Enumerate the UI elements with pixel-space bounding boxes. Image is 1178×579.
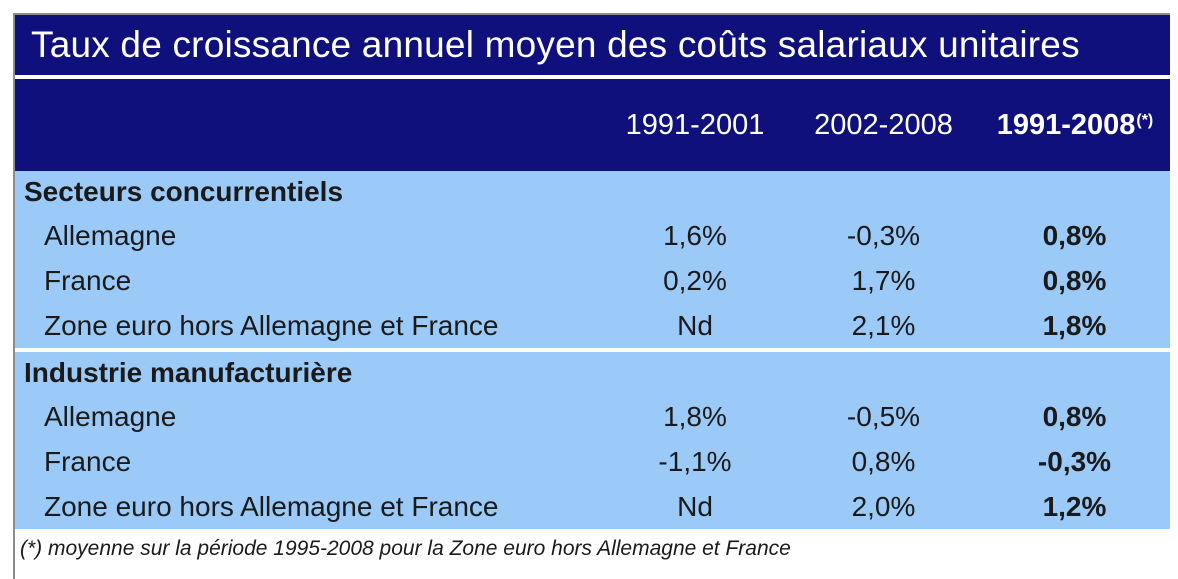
table-title-band: Taux de croissance annuel moyen des coût… xyxy=(15,15,1170,75)
column-header-1991-2008-label: 1991-2008 xyxy=(996,108,1136,141)
page-title: Taux de croissance annuel moyen des coût… xyxy=(31,24,1080,65)
section-label: Secteurs concurrentiels xyxy=(24,176,344,207)
value-2002-2008: 1,7% xyxy=(851,264,916,296)
row-label: Allemagne xyxy=(44,219,177,251)
value-1991-2008: -0,3% xyxy=(1037,445,1112,477)
column-header-1991-2001: 1991-2001 xyxy=(625,108,765,141)
value-1991-2001: -1,1% xyxy=(658,445,732,477)
table-frame: Taux de croissance annuel moyen des coût… xyxy=(13,13,1170,579)
table-row-allemagne-1: Allemagne 1,6% -0,3% 0,8% xyxy=(15,213,1170,258)
row-label: Allemagne xyxy=(44,400,177,432)
column-header-2002-2008: 2002-2008 xyxy=(814,108,953,141)
value-1991-2008: 0,8% xyxy=(1042,264,1107,296)
value-2002-2008: 2,0% xyxy=(851,490,916,522)
row-label: Zone euro hors Allemagne et France xyxy=(44,490,499,522)
section-label: Industrie manufacturière xyxy=(24,357,353,388)
footnote-marker: (*) xyxy=(1136,111,1154,129)
row-label: France xyxy=(44,445,132,477)
value-2002-2008: 2,1% xyxy=(851,309,916,341)
value-1991-2001: 0,2% xyxy=(663,264,727,296)
table-row-zone-euro-2: Zone euro hors Allemagne et France Nd 2,… xyxy=(15,484,1170,529)
value-1991-2001: Nd xyxy=(677,309,713,341)
value-1991-2008: 1,2% xyxy=(1042,490,1107,522)
column-header-1991-2008: 1991-2008(*) xyxy=(979,109,1170,142)
value-1991-2008: 0,8% xyxy=(1042,400,1107,432)
value-1991-2001: 1,6% xyxy=(663,219,727,251)
value-1991-2001: 1,8% xyxy=(663,400,727,432)
table-footnote: (*) moyenne sur la période 1995-2008 pou… xyxy=(15,529,1170,579)
row-label: Zone euro hors Allemagne et France xyxy=(44,309,499,341)
value-2002-2008: -0,5% xyxy=(846,400,921,432)
value-1991-2008: 1,8% xyxy=(1042,309,1107,341)
section-header-row-secteurs-concurrentiels: Secteurs concurrentiels xyxy=(15,171,1170,213)
section-separator xyxy=(15,348,1170,352)
row-label: France xyxy=(44,264,132,296)
table-row-france-2: France -1,1% 0,8% -0,3% xyxy=(15,439,1170,484)
table-row-france-1: France 0,2% 1,7% 0,8% xyxy=(15,258,1170,303)
value-2002-2008: 0,8% xyxy=(851,445,916,477)
title-separator xyxy=(15,75,1170,79)
value-2002-2008: -0,3% xyxy=(846,219,921,251)
section-header-row-industrie-manufacturiere: Industrie manufacturière xyxy=(15,352,1170,394)
value-1991-2001: Nd xyxy=(677,490,713,522)
table-row-allemagne-2: Allemagne 1,8% -0,5% 0,8% xyxy=(15,394,1170,439)
value-1991-2008: 0,8% xyxy=(1042,219,1107,251)
table-row-zone-euro-1: Zone euro hors Allemagne et France Nd 2,… xyxy=(15,303,1170,348)
table-body: Secteurs concurrentiels Allemagne 1,6% -… xyxy=(15,171,1170,529)
footnote-text: (*) moyenne sur la période 1995-2008 pou… xyxy=(20,537,791,560)
column-header-row: 1991-2001 2002-2008 1991-2008(*) xyxy=(15,79,1170,171)
